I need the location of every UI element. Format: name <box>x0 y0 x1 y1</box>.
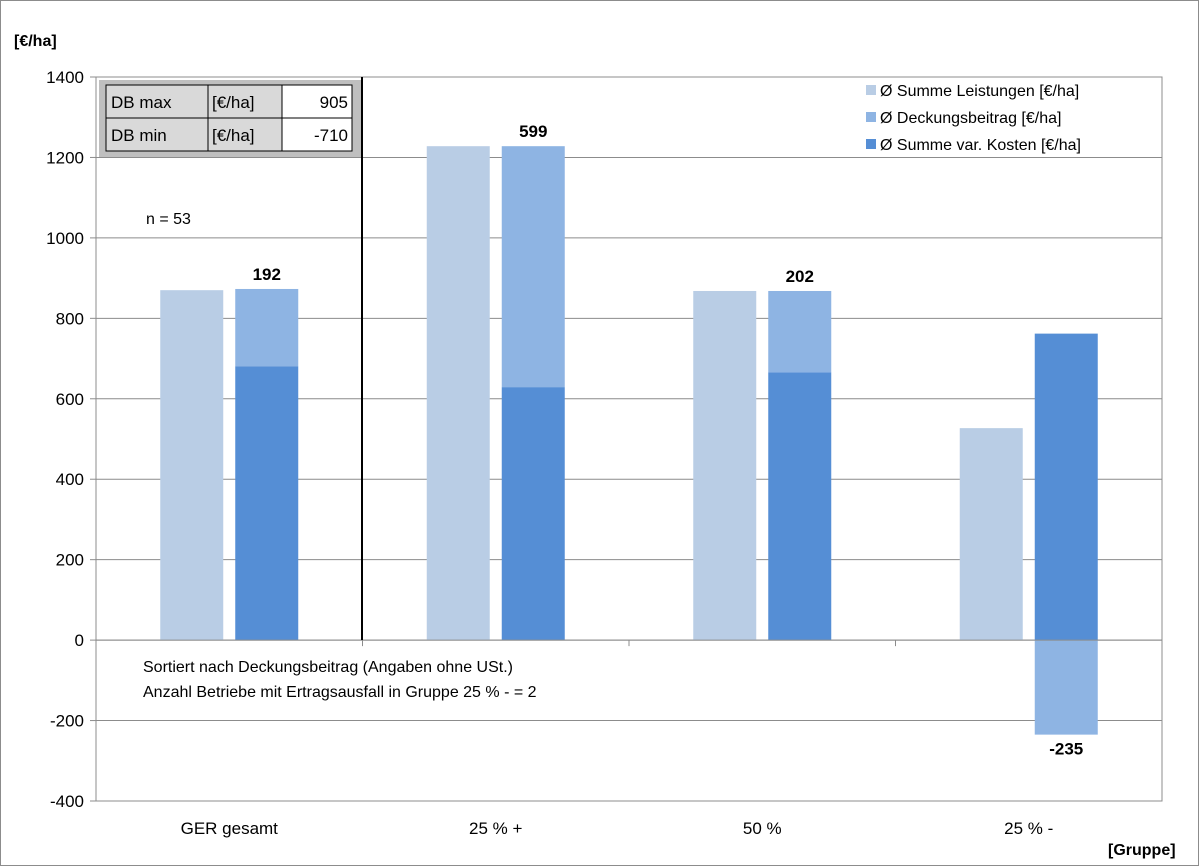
legend-entry: Ø Summe var. Kosten [€/ha] <box>880 137 1081 154</box>
legend: Ø Summe Leistungen [€/ha] Ø Deckungsbeit… <box>866 83 1081 154</box>
bar-leistungen <box>693 290 757 641</box>
legend-swatch-deckungsbeitrag <box>866 112 876 122</box>
bar-deckungsbeitrag <box>501 146 565 388</box>
y-tick-label: -200 <box>50 712 84 731</box>
db-data-label: 599 <box>519 122 547 141</box>
y-tick-label: 400 <box>56 470 84 489</box>
bar-kosten <box>1034 333 1098 641</box>
bars <box>160 146 1098 735</box>
db-data-label: 202 <box>786 267 814 286</box>
bar-kosten <box>501 387 565 641</box>
info-table: DB max [€/ha] 905 DB min [€/ha] -710 <box>99 80 361 157</box>
x-axis-unit: [Gruppe] <box>1108 842 1176 859</box>
y-tick-label: 1200 <box>46 148 84 167</box>
note-line-2: Anzahl Betriebe mit Ertragsausfall in Gr… <box>143 684 537 701</box>
table-cell: DB min <box>111 126 167 145</box>
y-axis-ticks: -400 -200 0 200 400 600 800 1000 1200 1400 <box>46 68 96 811</box>
db-data-label: -235 <box>1049 740 1083 759</box>
y-tick-label: 200 <box>56 551 84 570</box>
table-cell: DB max <box>111 93 172 112</box>
y-tick-label: 0 <box>75 631 84 650</box>
table-cell: [€/ha] <box>212 126 255 145</box>
db-data-label: 192 <box>253 265 281 284</box>
x-tick-label: 25 % + <box>469 819 522 838</box>
legend-entry: Ø Deckungsbeitrag [€/ha] <box>880 110 1061 127</box>
y-axis-unit: [€/ha] <box>14 33 57 50</box>
y-tick-label: 800 <box>56 309 84 328</box>
data-labels: 192 599 202 -235 <box>253 122 1084 758</box>
n-annotation: n = 53 <box>146 211 191 228</box>
y-tick-label: -400 <box>50 792 84 811</box>
legend-swatch-leistungen <box>866 85 876 95</box>
bar-kosten <box>768 372 832 641</box>
bar-deckungsbeitrag <box>1034 640 1098 735</box>
note-line-1: Sortiert nach Deckungsbeitrag (Angaben o… <box>143 659 513 676</box>
x-tick-label: GER gesamt <box>181 819 279 838</box>
bar-kosten <box>235 366 299 641</box>
bar-leistungen <box>426 146 490 641</box>
x-axis-categories: GER gesamt 25 % + 50 % 25 % - <box>96 639 1162 838</box>
table-cell: 905 <box>320 93 348 112</box>
table-cell: [€/ha] <box>212 93 255 112</box>
bar-deckungsbeitrag <box>235 288 299 367</box>
x-tick-label: 50 % <box>743 819 782 838</box>
legend-swatch-kosten <box>866 139 876 149</box>
y-tick-label: 1000 <box>46 229 84 248</box>
x-tick-label: 25 % - <box>1004 819 1053 838</box>
bar-leistungen <box>959 428 1023 641</box>
table-cell: -710 <box>314 126 348 145</box>
bar-leistungen <box>160 290 224 641</box>
bar-deckungsbeitrag <box>768 290 832 373</box>
y-tick-label: 1400 <box>46 68 84 87</box>
legend-entry: Ø Summe Leistungen [€/ha] <box>880 83 1079 100</box>
y-tick-label: 600 <box>56 390 84 409</box>
